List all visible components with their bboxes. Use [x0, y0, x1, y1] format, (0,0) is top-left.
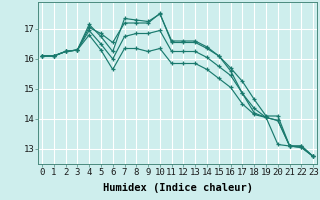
X-axis label: Humidex (Indice chaleur): Humidex (Indice chaleur) [103, 183, 252, 193]
